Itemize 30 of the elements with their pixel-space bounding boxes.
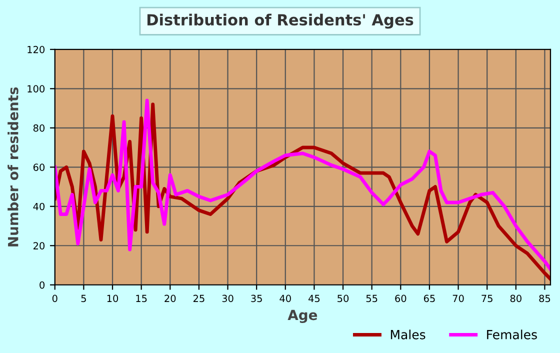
x-tick-label: 70: [452, 294, 464, 302]
x-tick-label: 20: [164, 294, 176, 302]
y-axis-title: Number of residents: [8, 87, 18, 246]
x-tick-label: 35: [251, 294, 262, 302]
y-tick-label: 120: [28, 46, 45, 54]
x-tick-label: 60: [395, 294, 406, 302]
x-tick-label: 65: [424, 294, 435, 302]
x-tick-label: 10: [107, 294, 118, 302]
x-tick-label: 40: [280, 294, 291, 302]
y-tick-label: 100: [28, 85, 45, 92]
x-tick-label: 30: [222, 294, 234, 302]
y-tick-label: 60: [33, 164, 45, 171]
x-tick-label: 45: [308, 294, 320, 302]
y-tick-label: 40: [33, 202, 45, 210]
y-tick-label: 80: [33, 124, 45, 132]
x-tick-label: 50: [338, 294, 349, 302]
x-axis-title: Age: [288, 310, 318, 323]
x-tick-label: 0: [52, 294, 58, 302]
x-tick-label: 15: [136, 294, 147, 302]
y-tick-label: 0: [40, 281, 45, 289]
x-tick-label: 55: [366, 294, 378, 302]
chart-title: Distribution of Residents' Ages: [147, 14, 414, 29]
x-tick-label: 25: [193, 294, 204, 302]
legend-label: Males: [390, 330, 426, 340]
x-tick-label: 5: [81, 294, 86, 302]
y-tick-label: 20: [34, 242, 45, 250]
x-tick-label: 85: [539, 294, 550, 302]
x-tick-label: 80: [510, 294, 522, 302]
x-tick-label: 75: [482, 294, 492, 302]
legend-label: Females: [487, 330, 537, 340]
